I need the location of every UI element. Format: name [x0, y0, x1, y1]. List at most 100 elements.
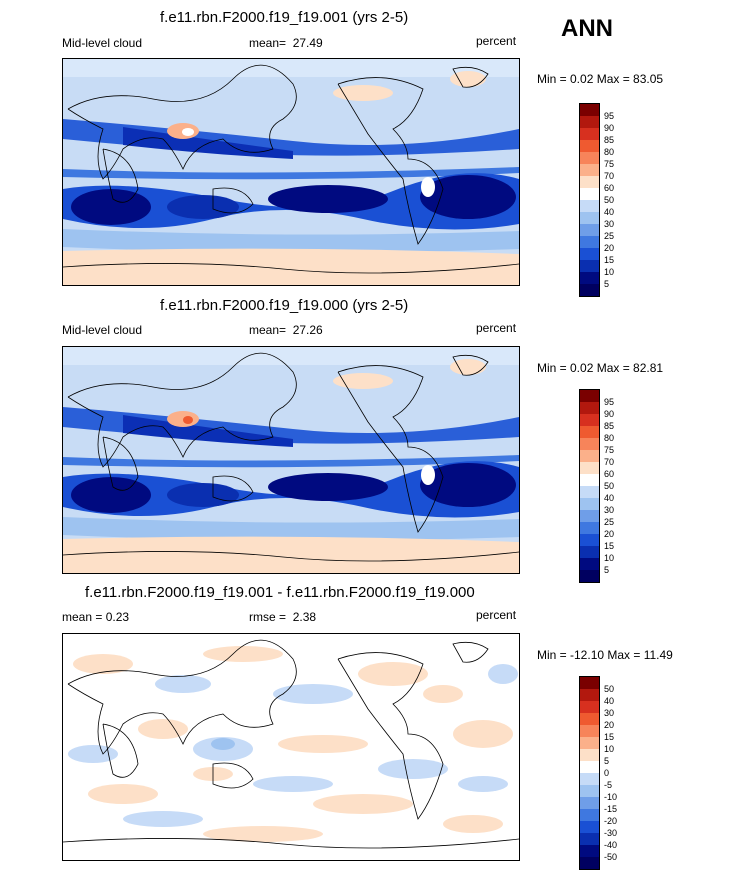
colorbar-segment	[580, 284, 599, 296]
panel3-map-field	[63, 634, 519, 860]
panel3-colorbar: 50 40 30 20 15 10 5 0 -5 -10 -15 -20 -30 -40 -50	[579, 676, 617, 870]
colorbar-segment	[580, 821, 599, 833]
colorbar-segment	[580, 498, 599, 510]
colorbar-segment	[580, 462, 599, 474]
panel2-mean-text: mean= 27.26	[249, 323, 323, 337]
panel2-variable-label: Mid-level cloud	[62, 323, 143, 337]
colorbar-tick-label: -30	[604, 828, 618, 838]
colorbar-tick-label: 5	[604, 756, 610, 766]
panel2-title: f.e11.rbn.F2000.f19_f19.000 (yrs 2-5)	[160, 297, 409, 314]
colorbar-tick-label: -5	[604, 780, 613, 790]
panel3-title: f.e11.rbn.F2000.f19_f19.001 - f.e11.rbn.…	[85, 584, 475, 601]
colorbar-segment	[580, 713, 599, 725]
panel1-minmax: Min = 0.02 Max = 83.05	[537, 72, 664, 86]
colorbar-segment	[580, 140, 599, 152]
colorbar-tick-label: 30	[604, 219, 615, 229]
colorbar-tick-label: 60	[604, 183, 615, 193]
colorbar-segment	[580, 534, 599, 546]
colorbar-segment	[580, 785, 599, 797]
colorbar-segment	[580, 188, 599, 200]
panel1-map-field	[63, 59, 519, 285]
panel1-colorbar: 95 90 85 80 75 70 60 50 40 30 25 20 15 10 5	[579, 103, 614, 297]
colorbar-tick-label: 5	[604, 565, 610, 575]
colorbar-segment	[580, 773, 599, 785]
panel2-map	[62, 346, 520, 574]
colorbar-tick-label: 90	[604, 409, 615, 419]
panel1-map	[62, 58, 520, 286]
colorbar-tick-label: 75	[604, 159, 615, 169]
colorbar-tick-label: 40	[604, 493, 615, 503]
colorbar-segment	[580, 845, 599, 857]
colorbar-tick-label: 70	[604, 171, 615, 181]
panel1-units: percent	[476, 34, 517, 48]
colorbar-segment	[580, 725, 599, 737]
colorbar-tick-label: 20	[604, 720, 615, 730]
colorbar-segment	[580, 438, 599, 450]
colorbar-segment	[580, 224, 599, 236]
colorbar-tick-label: 30	[604, 505, 615, 515]
colorbar-tick-label: 30	[604, 708, 615, 718]
panel3-mean-text: mean = 0.23	[62, 610, 130, 624]
colorbar-segment	[580, 128, 599, 140]
colorbar-tick-label: 40	[604, 207, 615, 217]
season-label: ANN	[561, 15, 613, 42]
colorbar-tick-label: 5	[604, 279, 610, 289]
colorbar-segment	[580, 797, 599, 809]
panel2-units: percent	[476, 321, 517, 335]
colorbar-segment	[580, 390, 599, 402]
colorbar-segment	[580, 116, 599, 128]
colorbar-tick-label: 50	[604, 684, 615, 694]
panel3-units: percent	[476, 608, 517, 622]
colorbar-tick-label: -40	[604, 840, 618, 850]
colorbar-segment	[580, 426, 599, 438]
colorbar-tick-label: 75	[604, 445, 615, 455]
colorbar-tick-label: 50	[604, 195, 615, 205]
colorbar-tick-label: 10	[604, 744, 615, 754]
colorbar-tick-label: -20	[604, 816, 618, 826]
colorbar-tick-label: 20	[604, 243, 615, 253]
colorbar-tick-label: 25	[604, 231, 615, 241]
colorbar-segment	[580, 152, 599, 164]
panel2-minmax: Min = 0.02 Max = 82.81	[537, 361, 664, 375]
colorbar-tick-label: 15	[604, 732, 615, 742]
colorbar-segment	[580, 749, 599, 761]
colorbar-tick-label: 80	[604, 433, 615, 443]
colorbar-segment	[580, 212, 599, 224]
colorbar-segment	[580, 486, 599, 498]
colorbar-segment	[580, 248, 599, 260]
colorbar-segment	[580, 737, 599, 749]
colorbar-segment	[580, 510, 599, 522]
colorbar-segment	[580, 474, 599, 486]
colorbar-segment	[580, 809, 599, 821]
colorbar-segment	[580, 761, 599, 773]
colorbar-tick-label: 85	[604, 421, 615, 431]
panel3-map	[62, 633, 520, 861]
colorbar-tick-label: 95	[604, 397, 615, 407]
panel1-variable-label: Mid-level cloud	[62, 36, 143, 50]
colorbar-tick-label: 0	[604, 768, 610, 778]
colorbar-tick-label: 20	[604, 529, 615, 539]
panel2-colorbar: 95 90 85 80 75 70 60 50 40 30 25 20 15 10 5	[579, 389, 614, 583]
colorbar-tick-label: 10	[604, 553, 615, 563]
colorbar-segment	[580, 701, 599, 713]
colorbar-segment	[580, 450, 599, 462]
colorbar-segment	[580, 176, 599, 188]
colorbar-segment	[580, 522, 599, 534]
colorbar-tick-label: 80	[604, 147, 615, 157]
colorbar-tick-label: 10	[604, 267, 615, 277]
panel2-map-field	[63, 347, 519, 573]
colorbar-tick-label: 90	[604, 123, 615, 133]
panel1-mean-text: mean= 27.49	[249, 36, 323, 50]
colorbar-tick-label: 60	[604, 469, 615, 479]
colorbar-tick-label: -50	[604, 852, 618, 862]
colorbar-tick-label: 15	[604, 541, 615, 551]
panel1-title: f.e11.rbn.F2000.f19_f19.001 (yrs 2-5)	[160, 9, 409, 26]
colorbar-tick-label: 25	[604, 517, 615, 527]
colorbar-segment	[580, 260, 599, 272]
colorbar-segment	[580, 402, 599, 414]
colorbar-segment	[580, 414, 599, 426]
colorbar-tick-label: 85	[604, 135, 615, 145]
colorbar-segment	[580, 570, 599, 582]
colorbar-segment	[580, 677, 599, 689]
colorbar-segment	[580, 164, 599, 176]
